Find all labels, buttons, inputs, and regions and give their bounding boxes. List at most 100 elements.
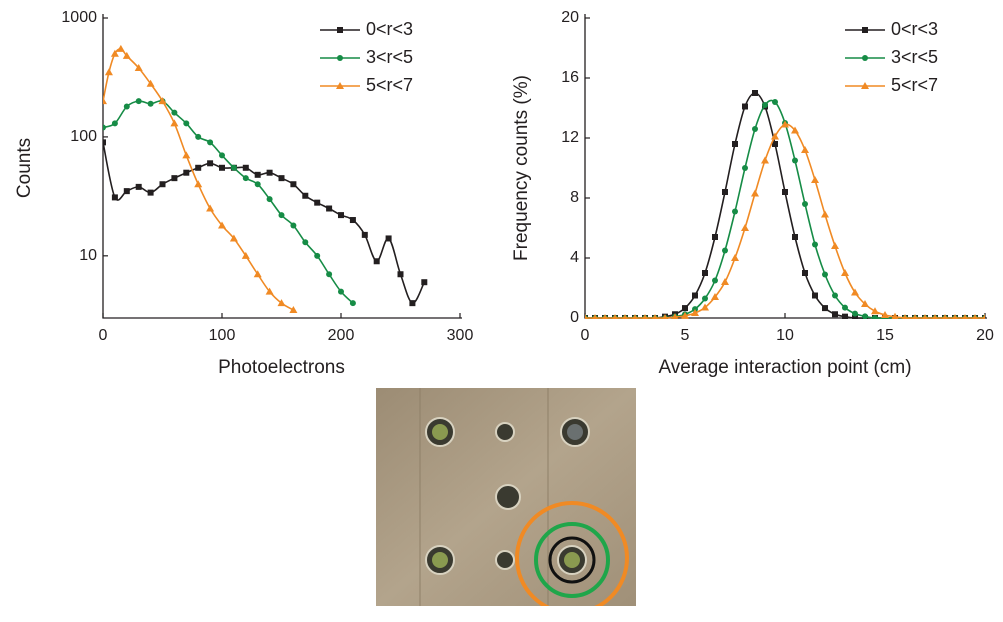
marker — [772, 99, 778, 105]
marker — [229, 234, 238, 242]
marker — [711, 293, 719, 300]
marker — [752, 126, 758, 132]
marker — [116, 44, 125, 52]
x-axis-label: Photoelectrons — [218, 357, 345, 378]
marker — [682, 305, 688, 312]
marker — [742, 165, 748, 171]
y-tick-label: 0 — [570, 309, 579, 326]
marker — [207, 160, 214, 167]
legend-marker — [337, 55, 343, 61]
marker — [692, 292, 698, 299]
marker — [822, 305, 828, 312]
marker — [302, 239, 309, 246]
marker — [792, 234, 798, 240]
marker — [612, 314, 618, 319]
marker — [721, 278, 729, 285]
marker — [111, 120, 118, 127]
marker — [761, 156, 769, 164]
marker — [691, 309, 699, 317]
marker — [421, 279, 428, 286]
marker — [781, 120, 789, 128]
marker — [751, 189, 759, 197]
marker — [731, 254, 739, 261]
marker — [632, 314, 638, 319]
legend-marker — [337, 27, 343, 33]
marker — [722, 247, 728, 254]
marker — [409, 300, 416, 307]
marker — [842, 304, 848, 311]
series-line — [103, 142, 426, 304]
marker — [841, 269, 849, 276]
marker — [742, 103, 748, 110]
series-line — [585, 99, 985, 319]
marker — [135, 98, 142, 105]
legend-label: 0<r<3 — [366, 19, 413, 39]
legend-label: 5<r<7 — [366, 75, 413, 95]
y-axis-label: Frequency counts (%) — [511, 75, 532, 261]
marker — [290, 222, 297, 229]
marker — [702, 270, 708, 276]
marker — [642, 314, 648, 319]
marker — [812, 292, 818, 299]
series-line — [585, 123, 985, 319]
marker — [681, 311, 689, 319]
marker — [302, 192, 309, 199]
marker — [171, 109, 178, 116]
legend-label: 5<r<7 — [891, 75, 938, 95]
marker — [752, 90, 758, 96]
marker — [972, 314, 978, 319]
y-tick-label: 1000 — [61, 9, 97, 26]
marker — [123, 103, 130, 110]
marker — [254, 181, 261, 188]
marker — [831, 242, 839, 249]
marker — [194, 180, 203, 188]
marker — [771, 132, 779, 140]
marker — [183, 120, 190, 127]
marker — [912, 314, 918, 319]
legend-marker — [862, 27, 868, 33]
marker — [801, 146, 809, 153]
marker — [253, 270, 262, 278]
marker — [103, 97, 107, 105]
marker — [702, 295, 708, 302]
marker — [822, 271, 828, 278]
marker — [241, 251, 250, 259]
marker — [902, 314, 908, 319]
marker — [147, 100, 154, 107]
marker — [881, 311, 889, 318]
marker — [266, 169, 273, 176]
x-tick-label: 0 — [581, 327, 590, 344]
x-tick-label: 300 — [447, 327, 474, 344]
marker — [195, 133, 202, 140]
series-line — [103, 100, 354, 304]
marker — [289, 306, 298, 314]
marker — [326, 205, 333, 212]
marker — [585, 314, 588, 319]
marker — [652, 314, 658, 319]
marker — [326, 271, 333, 278]
marker — [170, 119, 179, 127]
marker — [219, 152, 225, 159]
marker — [592, 314, 598, 319]
legend-marker — [336, 82, 344, 89]
marker — [349, 217, 356, 224]
marker — [183, 169, 190, 176]
y-tick-label: 16 — [561, 69, 579, 86]
marker — [230, 164, 237, 171]
marker — [104, 68, 113, 76]
series-line — [103, 48, 294, 311]
y-tick-label: 100 — [70, 128, 97, 145]
marker — [982, 314, 985, 319]
marker — [314, 252, 321, 259]
marker — [361, 231, 368, 238]
legend-label: 3<r<5 — [366, 47, 413, 67]
plot-area — [585, 90, 985, 319]
marker — [712, 277, 718, 284]
marker — [622, 314, 628, 319]
marker — [110, 49, 119, 57]
marker — [219, 164, 225, 171]
y-tick-label: 12 — [561, 129, 579, 146]
marker — [123, 188, 130, 195]
marker — [792, 157, 798, 164]
marker — [265, 287, 274, 295]
